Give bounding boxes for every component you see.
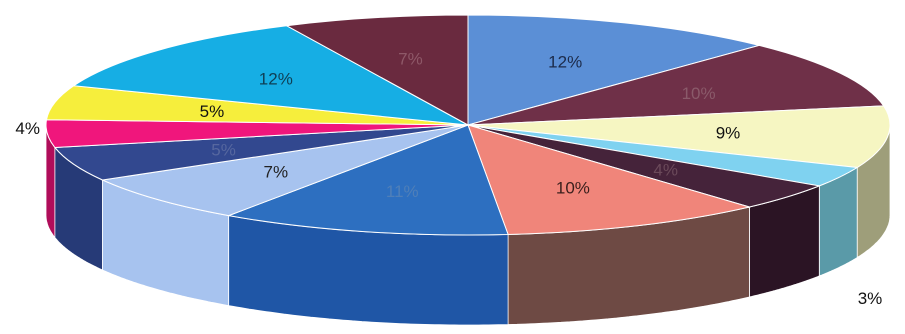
pie-slice-12 xyxy=(285,14,469,126)
pie-slice-6 xyxy=(226,124,509,236)
pie-top-slices xyxy=(45,14,891,236)
slice-label-11: 12% xyxy=(259,70,293,89)
pie-slice-11 xyxy=(72,25,469,126)
slice-label-3: 3% xyxy=(858,289,883,308)
slice-label-0: 12% xyxy=(548,53,582,72)
pie-slice-7 xyxy=(100,124,469,217)
pie-slice-5 xyxy=(467,124,752,236)
slice-label-12: 7% xyxy=(398,50,423,69)
pie-side-walls xyxy=(45,125,891,326)
pie-slice-0 xyxy=(467,14,762,126)
slice-label-8: 5% xyxy=(211,140,236,159)
slice-labels: 12% 10% 9% 3% 4% 10% 11% 7% 5% 4% 5% 12% 7% xyxy=(15,50,882,309)
slice-label-7: 7% xyxy=(264,162,289,181)
slice-label-9: 4% xyxy=(15,119,40,138)
slice-label-5: 10% xyxy=(556,179,590,198)
pie-slice-1 xyxy=(467,44,885,126)
slice-label-2: 9% xyxy=(716,124,741,143)
slice-label-1: 10% xyxy=(682,84,716,103)
pie-slice-2 xyxy=(467,105,891,169)
slice-label-10: 5% xyxy=(200,102,225,121)
slice-label-6: 11% xyxy=(386,182,419,201)
slice-label-4: 4% xyxy=(653,161,678,180)
